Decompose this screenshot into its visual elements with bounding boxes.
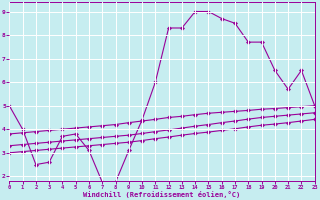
X-axis label: Windchill (Refroidissement éolien,°C): Windchill (Refroidissement éolien,°C) — [84, 191, 241, 198]
